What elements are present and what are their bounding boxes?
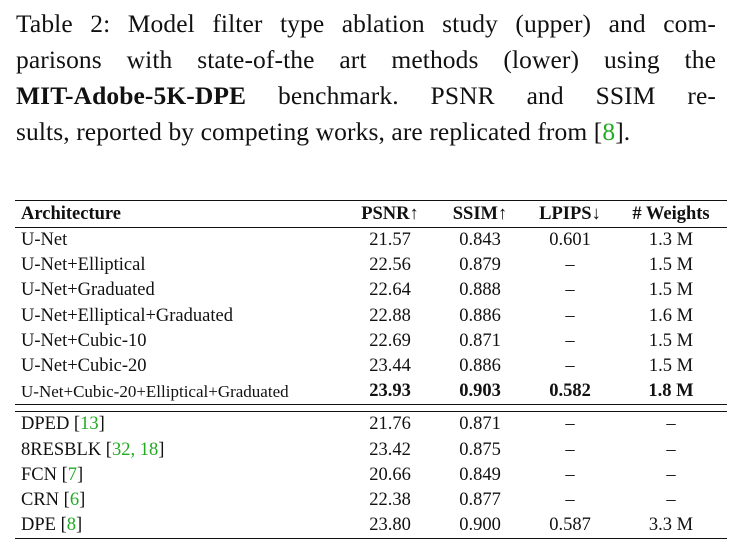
cell-lpips: – <box>565 464 575 485</box>
table-row-best: U-Net+Cubic-20+Elliptical+Graduated 23.9… <box>15 379 727 405</box>
cell-psnr: 22.64 <box>369 280 411 301</box>
table-row: U-Net+Cubic-20 23.44 0.886 – 1.5 M <box>15 354 727 379</box>
cell-weights: – <box>666 414 676 435</box>
cell-weights: – <box>666 439 676 460</box>
cell-ssim: 0.900 <box>435 513 525 540</box>
cell-psnr: 23.42 <box>369 439 411 460</box>
caption-line-4-pre: sults, reported by competing works, are … <box>16 117 603 146</box>
cell-architecture: DPE [8] <box>15 513 345 540</box>
cell-lpips: – <box>565 439 575 460</box>
cell-architecture: 8RESBLK [32, 18] <box>21 439 165 460</box>
caption-line-4-post: ]. <box>615 117 631 146</box>
cell-weights: 1.3 M <box>648 230 694 251</box>
table-caption: Table 2: Model filter type ablation stud… <box>16 6 716 150</box>
cell-architecture: U-Net+Elliptical+Graduated <box>21 305 233 326</box>
table-row: U-Net+Graduated 22.64 0.888 – 1.5 M <box>15 278 727 303</box>
cell-ssim: 0.903 <box>459 381 501 402</box>
caption-line-4: sults, reported by competing works, are … <box>16 114 716 150</box>
cell-architecture: U-Net+Cubic-20 <box>21 356 147 377</box>
cell-lpips: – <box>565 489 575 510</box>
cell-weights: 1.5 M <box>648 330 694 351</box>
cell-lpips: – <box>565 280 575 301</box>
cell-ssim: 0.875 <box>459 439 501 460</box>
cell-psnr: 22.38 <box>369 489 411 510</box>
cell-architecture: U-Net+Graduated <box>21 280 155 301</box>
cell-ssim: 0.843 <box>459 230 501 251</box>
table-row: U-Net+Elliptical+Graduated 22.88 0.886 –… <box>15 304 727 329</box>
table-header-row: Architecture PSNR↑ SSIM↑ LPIPS↓ # Weight… <box>15 200 727 228</box>
cell-ssim: 0.888 <box>459 280 501 301</box>
caption-line-3-rest: benchmark. PSNR and SSIM re- <box>246 81 716 110</box>
results-table: Architecture PSNR↑ SSIM↑ LPIPS↓ # Weight… <box>15 200 727 540</box>
citation-link[interactable]: 7 <box>67 464 78 485</box>
cell-ssim: 0.879 <box>459 255 501 276</box>
caption-line-3: MIT-Adobe-5K-DPE benchmark. PSNR and SSI… <box>16 78 716 114</box>
section-divider <box>15 404 727 413</box>
cell-psnr: 23.93 <box>369 381 411 402</box>
header-psnr: PSNR↑ <box>345 200 435 228</box>
header-ssim: SSIM↑ <box>435 200 525 228</box>
cell-lpips: 0.582 <box>549 381 591 402</box>
table-row: DPE [8] 23.80 0.900 0.587 3.3 M <box>15 513 727 540</box>
cell-weights: – <box>666 464 676 485</box>
citation-link[interactable]: 8 <box>602 117 616 146</box>
cell-weights: 1.6 M <box>648 305 694 326</box>
cell-psnr: 23.44 <box>369 356 411 377</box>
cell-weights: 1.5 M <box>648 356 694 377</box>
cell-lpips: – <box>565 330 575 351</box>
cell-psnr: 21.57 <box>369 230 411 251</box>
caption-line-2: parisons with state-of-the art methods (… <box>16 45 716 74</box>
cell-architecture: U-Net+Cubic-10 <box>21 330 147 351</box>
cell-architecture: FCN [7] <box>21 464 84 485</box>
citation-link[interactable]: 8 <box>66 515 76 536</box>
cell-architecture: U-Net+Elliptical <box>21 255 146 276</box>
cell-lpips: – <box>565 255 575 276</box>
cell-ssim: 0.886 <box>459 305 501 326</box>
cell-psnr: 23.80 <box>345 513 435 540</box>
benchmark-name: MIT-Adobe-5K-DPE <box>16 81 247 110</box>
cell-ssim: 0.849 <box>459 464 501 485</box>
cell-architecture: DPED [13] <box>21 414 105 435</box>
cell-weights: 1.5 M <box>648 280 694 301</box>
cell-architecture: CRN [6] <box>21 489 86 510</box>
cell-psnr: 21.76 <box>369 414 411 435</box>
cell-ssim: 0.886 <box>459 356 501 377</box>
cell-lpips: 0.601 <box>549 230 591 251</box>
cell-weights: 1.5 M <box>648 255 694 276</box>
cell-architecture: U-Net+Cubic-20+Elliptical+Graduated <box>21 382 289 402</box>
citation-link[interactable]: 6 <box>69 489 80 510</box>
cell-lpips: – <box>565 414 575 435</box>
table-row: U-Net 21.57 0.843 0.601 1.3 M <box>15 228 727 254</box>
cell-lpips: – <box>565 356 575 377</box>
cell-psnr: 22.88 <box>369 305 411 326</box>
header-weights: # Weights <box>615 200 727 228</box>
table-row: U-Net+Elliptical 22.56 0.879 – 1.5 M <box>15 253 727 278</box>
citation-link[interactable]: 32, 18 <box>111 439 159 460</box>
table-row: 8RESBLK [32, 18] 23.42 0.875 – – <box>15 438 727 463</box>
table-row: U-Net+Cubic-10 22.69 0.871 – 1.5 M <box>15 329 727 354</box>
table-row: DPED [13] 21.76 0.871 – – <box>15 412 727 438</box>
cell-lpips: – <box>565 305 575 326</box>
table-row: CRN [6] 22.38 0.877 – – <box>15 488 727 513</box>
table-row: FCN [7] 20.66 0.849 – – <box>15 463 727 488</box>
cell-ssim: 0.871 <box>459 414 501 435</box>
results-table-container: Architecture PSNR↑ SSIM↑ LPIPS↓ # Weight… <box>15 200 727 540</box>
cell-weights: 3.3 M <box>615 513 727 540</box>
header-lpips: LPIPS↓ <box>525 200 615 228</box>
cell-weights: – <box>666 489 676 510</box>
header-architecture: Architecture <box>15 200 345 228</box>
cell-psnr: 22.56 <box>369 255 411 276</box>
cell-ssim: 0.877 <box>459 489 501 510</box>
cell-psnr: 22.69 <box>369 330 411 351</box>
cell-lpips: 0.587 <box>525 513 615 540</box>
cell-weights: 1.8 M <box>648 381 694 402</box>
caption-line-1: Table 2: Model filter type ablation stud… <box>16 9 716 38</box>
citation-link[interactable]: 13 <box>80 414 99 435</box>
cell-ssim: 0.871 <box>459 330 501 351</box>
cell-architecture: U-Net <box>21 230 68 251</box>
cell-psnr: 20.66 <box>369 464 411 485</box>
